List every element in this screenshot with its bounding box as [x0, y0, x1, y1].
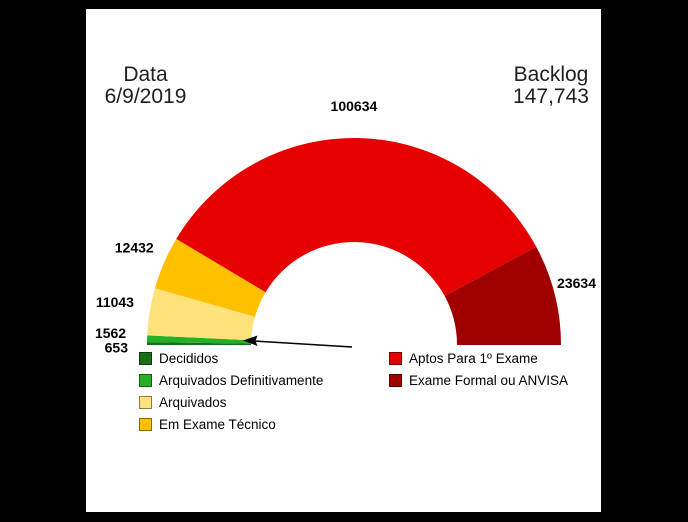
date-block: Data 6/9/2019 — [88, 64, 203, 108]
backlog-block: Backlog 147,743 — [495, 64, 607, 108]
legend-label-arquivados: Arquivados — [159, 394, 227, 410]
legend-swatch-decididos — [139, 351, 152, 365]
arrow-line — [253, 340, 353, 348]
legend-swatch-aptos-para-1o-exame — [389, 351, 402, 365]
chart-segment-exame-formal-ou-anvisa — [444, 246, 561, 345]
chart-segment-aptos-para-1o-exame — [176, 137, 537, 297]
legend-swatch-arquivados-definitivamente — [139, 373, 152, 387]
date-value: 6/9/2019 — [104, 85, 187, 108]
chart-segment-value-decididos: 653 — [105, 339, 129, 355]
legend-label-aptos-para-1o-exame: Aptos Para 1º Exame — [409, 350, 538, 366]
legend-label-arquivados-definitivamente: Arquivados Definitivamente — [159, 372, 324, 388]
legend-swatch-em-exame-tecnico — [139, 417, 152, 431]
chart-segment-value-em-exame-tecnico: 12432 — [115, 240, 154, 256]
legend-swatch-arquivados — [139, 395, 152, 409]
legend-label-decididos: Decididos — [159, 350, 219, 366]
legend-swatch-exame-formal-ou-anvisa — [389, 373, 402, 387]
chart-segment-value-exame-formal-ou-anvisa: 23634 — [557, 275, 596, 291]
legend-item-exame-formal-ou-anvisa: Exame Formal ou ANVISA — [389, 372, 569, 388]
arrow-annotation — [243, 335, 353, 348]
legend-item-arquivados-definitivamente: Arquivados Definitivamente — [139, 372, 324, 388]
date-label: Data — [123, 63, 168, 86]
chart-segment-decididos — [147, 342, 252, 345]
chart-segment-em-exame-tecnico — [154, 238, 266, 317]
chart-segment-value-aptos-para-1o-exame: 100634 — [331, 98, 378, 114]
legend-item-em-exame-tecnico: Em Exame Técnico — [139, 416, 323, 432]
chart-segment-value-arquivados-definitivamente: 1562 — [95, 325, 126, 341]
legend-item-arquivados: Arquivados — [139, 394, 323, 410]
chart-segment-arquivados — [147, 288, 255, 341]
legend-label-exame-formal-ou-anvisa: Exame Formal ou ANVISA — [409, 372, 569, 388]
chart-segments — [147, 137, 561, 345]
chart-segment-arquivados-definitivamente — [147, 335, 252, 344]
arrow-head — [243, 335, 258, 346]
legend-item-decididos: Decididos — [139, 350, 323, 366]
legend-column-left: Decididos Arquivados Definitivamente Arqui… — [139, 350, 324, 432]
chart-segment-value-arquivados: 11043 — [96, 294, 134, 310]
legend-item-aptos-para-1o-exame: Aptos Para 1º Exame — [389, 350, 568, 366]
backlog-value: 147,743 — [513, 85, 589, 108]
legend-column-right: Aptos Para 1º Exame Exame Formal ou ANVIS… — [389, 350, 569, 388]
legend-label-em-exame-tecnico: Em Exame Técnico — [159, 416, 276, 432]
backlog-label: Backlog — [513, 63, 589, 86]
